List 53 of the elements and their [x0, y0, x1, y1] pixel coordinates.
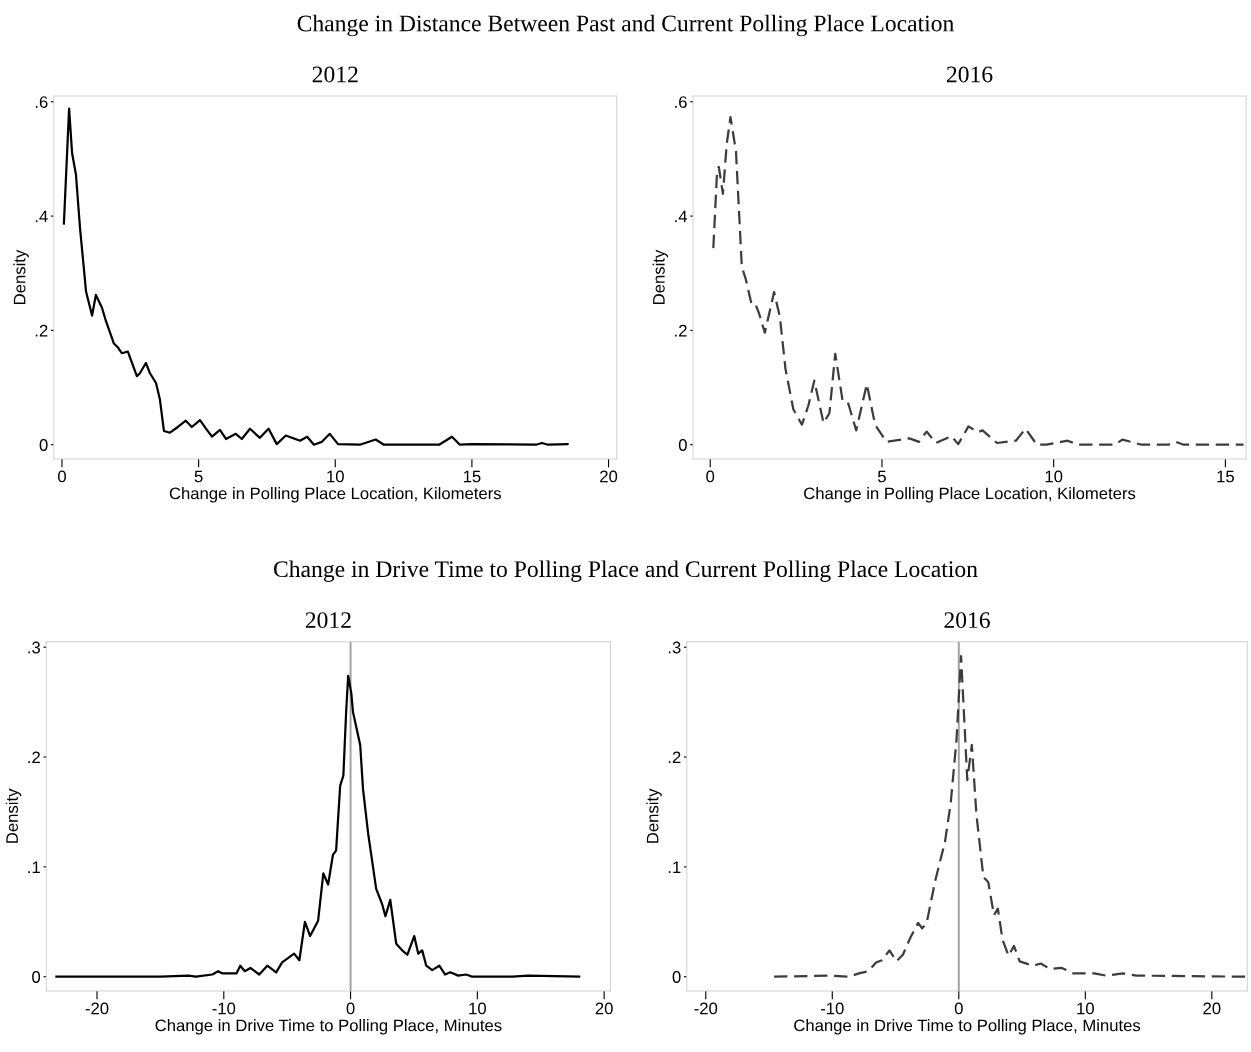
- chart-title: 2012: [305, 612, 351, 629]
- y-tick-label: .6: [35, 96, 48, 108]
- x-tick-label: 10: [327, 470, 344, 483]
- x-tick-label: 20: [595, 1002, 613, 1015]
- x-tick-label: 10: [1045, 470, 1063, 483]
- y-tick-label: .3: [668, 641, 681, 654]
- x-tick-label: 20: [600, 470, 618, 483]
- y-tick-label: .4: [35, 210, 48, 223]
- x-tick-label: 15: [463, 470, 481, 483]
- y-tick-label: 0: [672, 971, 681, 983]
- y-tick-label: 0: [32, 971, 41, 983]
- y-axis-title: Density: [5, 788, 22, 843]
- y-tick-label: .2: [675, 324, 687, 337]
- chart-title: 2012: [312, 66, 358, 83]
- y-tick-label: .2: [668, 751, 681, 764]
- x-axis-title: Change in Drive Time to Polling Place, Minutes: [794, 1019, 1141, 1035]
- y-tick-label: .3: [28, 641, 40, 654]
- x-tick-label: 0: [58, 470, 66, 483]
- x-tick-label: -20: [694, 1002, 718, 1015]
- x-tick-label: 10: [1077, 1002, 1094, 1015]
- x-tick-label: 0: [954, 1002, 963, 1015]
- x-axis-title: Change in Polling Place Location, Kilometers: [169, 487, 501, 503]
- x-axis-title: Change in Polling Place Location, Kilometers: [804, 487, 1136, 503]
- x-tick-label: 0: [346, 1002, 355, 1015]
- x-axis-title: Change in Drive Time to Polling Place, Minutes: [155, 1019, 502, 1035]
- x-tick-label: -20: [85, 1002, 109, 1015]
- y-tick-label: .4: [675, 210, 688, 223]
- y-tick-label: 0: [678, 439, 687, 451]
- x-tick-label: -10: [212, 1002, 236, 1015]
- y-axis-title: Density: [652, 249, 669, 304]
- y-tick-label: .1: [28, 861, 40, 873]
- x-tick-label: 5: [194, 470, 203, 483]
- x-tick-label: 20: [1203, 1002, 1221, 1015]
- y-tick-label: .1: [668, 861, 681, 873]
- x-tick-label: 15: [1217, 470, 1234, 483]
- line-series: [772, 654, 1248, 978]
- text: Change in Drive Time to Polling Place and Current Polling Place Location: [273, 560, 978, 582]
- y-axis-title: Density: [13, 249, 29, 304]
- y-axis-title: Density: [646, 788, 662, 843]
- chart-title: 2016: [944, 612, 990, 629]
- y-tick-label: .2: [35, 324, 48, 337]
- y-tick-label: .2: [28, 751, 40, 764]
- line-series: [62, 107, 569, 446]
- x-tick-label: 0: [706, 470, 715, 483]
- line-series: [712, 116, 1245, 446]
- x-tick-label: -10: [820, 1002, 844, 1015]
- x-tick-label: 5: [877, 470, 886, 483]
- y-tick-label: .6: [675, 96, 687, 108]
- y-tick-label: 0: [39, 439, 48, 451]
- line-series: [55, 674, 581, 978]
- x-tick-label: 10: [469, 1002, 486, 1015]
- chart-title: 2016: [946, 66, 993, 83]
- text: Change in Distance Between Past and Current Polling Place Location: [297, 14, 954, 37]
